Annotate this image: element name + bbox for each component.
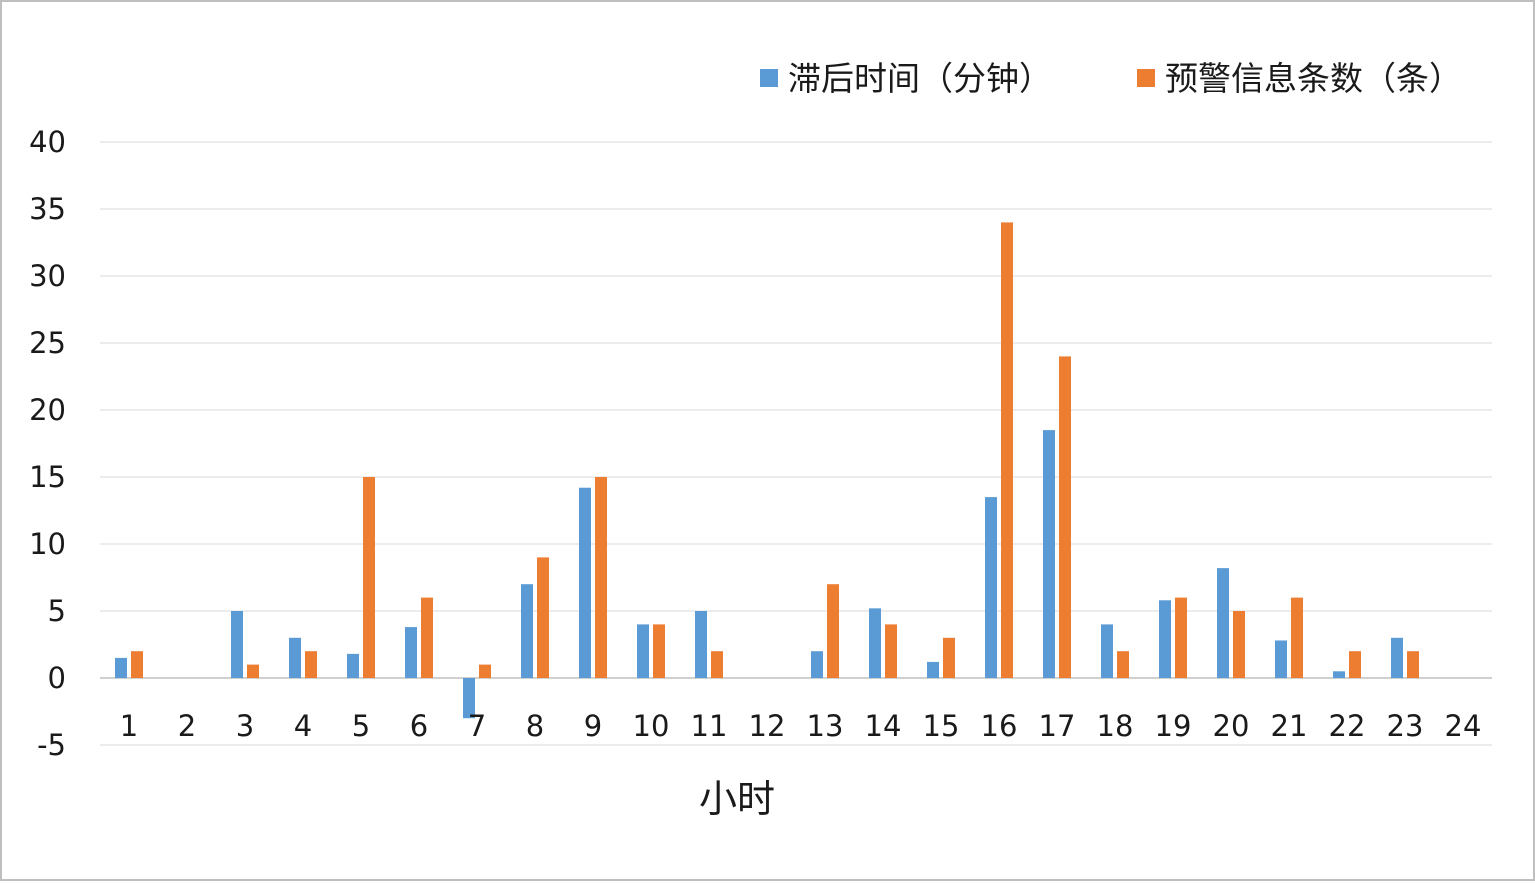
gridlines xyxy=(100,141,1492,746)
bar-lag-time xyxy=(1159,600,1171,678)
x-tick-label: 15 xyxy=(923,709,960,743)
y-axis-ticks: -5 0 5 10 15 20 25 30 35 40 xyxy=(29,125,66,762)
x-tick-label: 2 xyxy=(178,709,196,743)
legend-swatch-lag-time xyxy=(760,69,778,87)
x-tick-label: 5 xyxy=(352,709,370,743)
y-tick-label: 35 xyxy=(29,192,66,226)
bar-lag-time xyxy=(1217,568,1229,678)
bar-lag-time xyxy=(463,678,475,719)
bar-warning-count xyxy=(1001,222,1013,678)
bar-warning-count xyxy=(305,651,317,678)
x-tick-label: 18 xyxy=(1097,709,1134,743)
bar-lag-time xyxy=(1275,640,1287,678)
bars xyxy=(115,222,1419,719)
bar-lag-time xyxy=(1043,430,1055,678)
bar-lag-time xyxy=(405,627,417,678)
bar-warning-count xyxy=(827,584,839,678)
bar-lag-time xyxy=(811,651,823,678)
bar-lag-time xyxy=(869,608,881,678)
x-tick-label: 9 xyxy=(584,709,602,743)
x-tick-label: 21 xyxy=(1271,709,1308,743)
x-tick-label: 10 xyxy=(633,709,670,743)
bar-warning-count xyxy=(943,637,955,678)
x-tick-label: 22 xyxy=(1329,709,1366,743)
bar-lag-time xyxy=(289,637,301,678)
legend-swatch-warning-count xyxy=(1137,69,1155,87)
x-tick-label: 17 xyxy=(1039,709,1076,743)
bar-lag-time xyxy=(521,584,533,678)
x-tick-label: 6 xyxy=(410,709,428,743)
legend-label-lag-time: 滞后时间（分钟） xyxy=(788,59,1052,98)
bar-warning-count xyxy=(711,651,723,678)
bar-lag-time xyxy=(985,497,997,678)
x-tick-label: 8 xyxy=(526,709,544,743)
x-axis-title: 小时 xyxy=(699,777,775,821)
bar-warning-count xyxy=(247,664,259,678)
y-tick-label: 15 xyxy=(29,460,66,494)
y-tick-label: 10 xyxy=(29,527,66,561)
x-tick-label: 12 xyxy=(749,709,786,743)
y-tick-label: 40 xyxy=(29,125,66,159)
bar-warning-count xyxy=(363,477,375,678)
x-tick-label: 7 xyxy=(468,709,486,743)
x-tick-label: 13 xyxy=(807,709,844,743)
bar-warning-count xyxy=(1059,356,1071,678)
x-tick-label: 19 xyxy=(1155,709,1192,743)
bar-warning-count xyxy=(1291,597,1303,678)
bar-warning-count xyxy=(1117,651,1129,678)
x-tick-label: 11 xyxy=(691,709,728,743)
bar-lag-time xyxy=(231,611,243,678)
bar-warning-count xyxy=(1175,597,1187,678)
bar-lag-time xyxy=(1101,624,1113,678)
x-tick-label: 24 xyxy=(1445,709,1482,743)
bar-warning-count xyxy=(537,557,549,678)
bar-warning-count xyxy=(885,624,897,678)
bar-lag-time xyxy=(115,657,127,678)
x-tick-label: 4 xyxy=(294,709,312,743)
y-tick-label: 20 xyxy=(29,393,66,427)
y-tick-label: 0 xyxy=(48,661,66,695)
bar-warning-count xyxy=(653,624,665,678)
x-tick-label: 14 xyxy=(865,709,902,743)
bar-lag-time xyxy=(695,611,707,678)
bar-warning-count xyxy=(479,664,491,678)
bar-lag-time xyxy=(927,661,939,678)
bar-lag-time xyxy=(579,487,591,678)
x-tick-label: 16 xyxy=(981,709,1018,743)
x-tick-label: 3 xyxy=(236,709,254,743)
x-axis-ticks: 1 2 3 4 5 6 7 8 9 10 11 12 13 14 15 16 17 18 19 20 21 22 23 24 xyxy=(120,709,1482,743)
legend: 滞后时间（分钟） 预警信息条数（条） xyxy=(760,59,1462,98)
bar-warning-count xyxy=(1349,651,1361,678)
bar-warning-count xyxy=(131,651,143,678)
bar-lag-time xyxy=(347,653,359,678)
bar-warning-count xyxy=(595,477,607,678)
x-tick-label: 20 xyxy=(1213,709,1250,743)
y-tick-label: 25 xyxy=(29,326,66,360)
bar-lag-time xyxy=(1391,637,1403,678)
bar-lag-time xyxy=(1333,671,1345,678)
x-tick-label: 1 xyxy=(120,709,138,743)
bar-warning-count xyxy=(421,597,433,678)
y-tick-label: 30 xyxy=(29,259,66,293)
bar-warning-count xyxy=(1407,651,1419,678)
y-tick-label: 5 xyxy=(48,594,66,628)
bar-lag-time xyxy=(637,624,649,678)
y-tick-label: -5 xyxy=(37,728,66,762)
bar-warning-count xyxy=(1233,611,1245,678)
legend-label-warning-count: 预警信息条数（条） xyxy=(1165,59,1462,98)
x-tick-label: 23 xyxy=(1387,709,1424,743)
